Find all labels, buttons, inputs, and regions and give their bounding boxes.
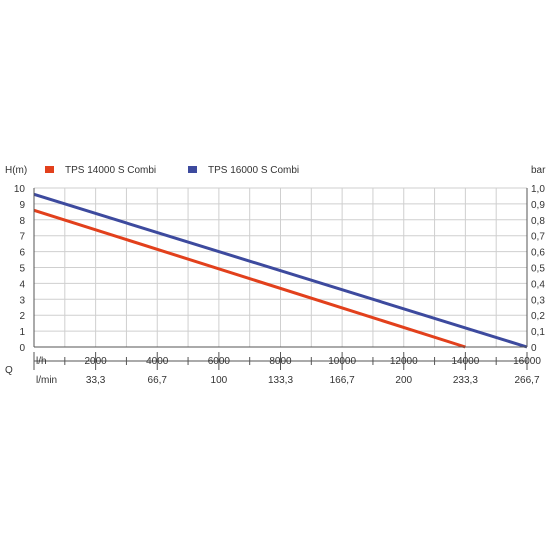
x-tick-label-lmin: 100 xyxy=(211,375,228,386)
x-unit-lh: l/h xyxy=(36,356,47,367)
x-tick-label-lh: 14000 xyxy=(451,356,479,367)
grid xyxy=(34,187,527,348)
y-left-tick-label: 9 xyxy=(19,200,25,211)
legend-label-1: TPS 14000 S Combi xyxy=(65,165,156,176)
y-left-tick-label: 1 xyxy=(19,327,25,338)
y-left-tick-label: 8 xyxy=(19,216,25,227)
x-tick-label-lmin: 266,7 xyxy=(514,375,539,386)
y-right-tick-label: 0,4 xyxy=(531,279,545,290)
x-tick-label-lmin: 233,3 xyxy=(453,375,478,386)
y-right-tick-label: 0 xyxy=(531,343,537,354)
legend-swatch-2 xyxy=(188,166,197,173)
y-right-tick-label: 0,9 xyxy=(531,200,545,211)
y-left-tick-label: 5 xyxy=(19,264,25,275)
y-left-tick-label: 10 xyxy=(14,184,26,195)
tick-labels: 01234567891000,10,20,30,40,50,60,70,80,9… xyxy=(5,165,546,386)
series-line-1 xyxy=(33,208,466,349)
y-left-tick-label: 4 xyxy=(19,279,25,290)
x-tick-label-lmin: 33,3 xyxy=(86,375,106,386)
y-right-tick-label: 1,0 xyxy=(531,184,545,195)
x-tick-label-lh: 6000 xyxy=(208,356,231,367)
legend-label-2: TPS 16000 S Combi xyxy=(208,165,299,176)
x-tick-label-lh: 4000 xyxy=(146,356,169,367)
y-left-tick-label: 6 xyxy=(19,248,25,259)
y-right-tick-label: 0,1 xyxy=(531,327,545,338)
y-left-tick-label: 3 xyxy=(19,295,25,306)
y-left-axis-label: H(m) xyxy=(5,165,27,176)
x-tick-label-lh: 2000 xyxy=(85,356,108,367)
x-tick-label-lmin: 200 xyxy=(395,375,412,386)
x-unit-lmin: l/min xyxy=(36,375,57,386)
legend-swatch-1 xyxy=(45,166,54,173)
x-tick-label-lmin: 66,7 xyxy=(148,375,168,386)
x-tick-label-lh: 10000 xyxy=(328,356,356,367)
y-left-tick-label: 7 xyxy=(19,232,25,243)
axes xyxy=(33,188,528,370)
series-line-2 xyxy=(33,192,528,349)
y-right-tick-label: 0,8 xyxy=(531,216,545,227)
y-right-tick-label: 0,6 xyxy=(531,248,545,259)
y-right-axis-label: bar xyxy=(531,165,546,176)
y-right-tick-label: 0,5 xyxy=(531,264,545,275)
x-row-label: Q xyxy=(5,365,13,376)
y-right-tick-label: 0,7 xyxy=(531,232,545,243)
series-lines xyxy=(33,192,528,349)
x-tick-label-lmin: 133,3 xyxy=(268,375,293,386)
x-tick-label-lh: 12000 xyxy=(390,356,418,367)
legend: TPS 14000 S Combi TPS 16000 S Combi xyxy=(45,165,299,176)
y-left-tick-label: 0 xyxy=(19,343,25,354)
y-left-tick-label: 2 xyxy=(19,311,25,322)
x-tick-label-lh: 16000 xyxy=(513,356,541,367)
y-right-tick-label: 0,3 xyxy=(531,295,545,306)
x-tick-label-lh: 8000 xyxy=(269,356,292,367)
y-right-tick-label: 0,2 xyxy=(531,311,545,322)
x-tick-label-lmin: 166,7 xyxy=(330,375,355,386)
